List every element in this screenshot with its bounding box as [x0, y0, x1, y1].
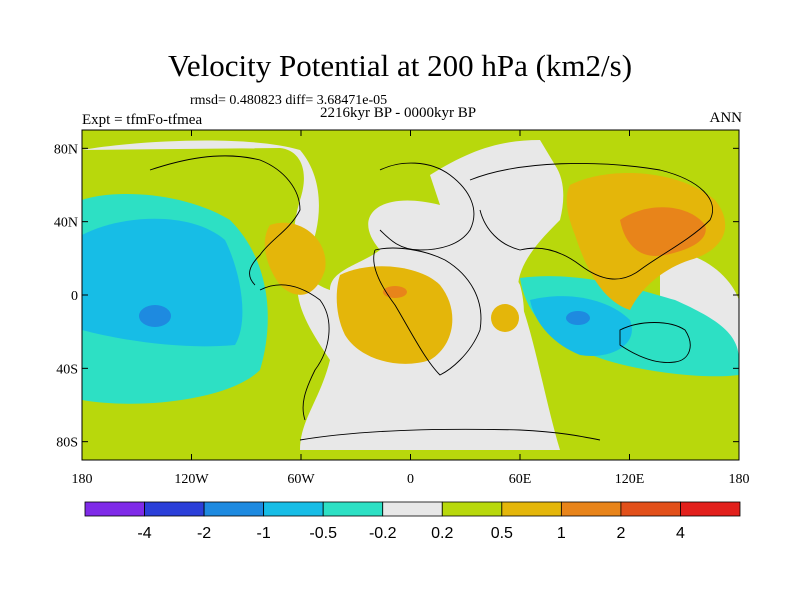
contour-neutral-africa	[440, 261, 524, 370]
period-text: 2216kyr BP - 0000kyr BP	[320, 105, 477, 121]
coast-south-america	[259, 284, 330, 421]
contour-orange-caribbean	[264, 222, 326, 295]
stats-text: rmsd= 0.480823 diff= 3.68471e-05	[190, 93, 388, 108]
colorbar-label: 4	[676, 525, 685, 542]
colorbar-segment	[560, 501, 622, 517]
contour-blue-pacific-core	[139, 305, 171, 327]
colorbar-segment	[144, 501, 205, 517]
contour-orange-atlantic	[336, 266, 453, 364]
contour-darkorange-asia	[620, 207, 706, 256]
coast-antarctica	[299, 428, 601, 441]
lat-tick-label: 40N	[54, 216, 78, 231]
colorbar-label: -0.2	[369, 525, 397, 542]
colorbar-segment	[263, 501, 324, 517]
plot-title: Velocity Potential at 200 hPa (km2/s)	[167, 48, 633, 83]
colorbar-segment	[501, 501, 562, 517]
contour-cyan-indian	[530, 296, 632, 356]
contour-orange-mozambique	[491, 304, 519, 332]
colorbar-label: 0.2	[431, 525, 453, 542]
colorbar-segment	[84, 501, 145, 517]
coast-north-america	[149, 155, 301, 286]
colorbar-label: -0.5	[309, 525, 337, 542]
lon-tick-label: 120E	[615, 472, 645, 487]
contour-cyan-pacific	[82, 218, 243, 347]
contour-darkorange-atlantic	[383, 286, 407, 298]
experiment-label: Expt = tfmFo-tfmea	[82, 112, 203, 128]
lon-tick-label: 120W	[174, 472, 209, 487]
lon-tick-label: 180	[72, 472, 93, 487]
coast-africa	[373, 247, 482, 376]
colorbar-segment	[620, 501, 681, 517]
lat-tick-label: 80S	[56, 436, 78, 451]
lat-tick-label: 80N	[54, 142, 78, 157]
colorbar-segment	[680, 501, 741, 517]
colorbar-label: 2	[616, 525, 625, 542]
lon-axis: 180 120W 60W 0 60E 120E 180	[72, 130, 750, 487]
coast-australia	[619, 322, 691, 363]
lat-axis: 80N 40N 0 40S 80S	[54, 142, 739, 451]
colorbar-segment	[382, 501, 443, 517]
coast-europe	[379, 162, 475, 251]
colorbar-label: 0.5	[491, 525, 513, 542]
contour-neutral-band	[82, 140, 564, 450]
lon-tick-label: 60W	[287, 472, 315, 487]
colorbar-segment	[203, 501, 265, 517]
colorbar-segment	[322, 501, 384, 517]
coastlines	[149, 155, 713, 441]
colorbar-label: -4	[137, 525, 151, 542]
lat-tick-label: 0	[71, 289, 78, 304]
lon-tick-label: 0	[407, 472, 414, 487]
lon-tick-label: 180	[729, 472, 750, 487]
contour-blue-indian-core	[566, 311, 590, 325]
colorbar-label: -1	[257, 525, 271, 542]
contour-field	[82, 130, 739, 460]
lat-tick-label: 40S	[56, 362, 78, 377]
lon-tick-label: 60E	[509, 472, 532, 487]
colorbar-label: -2	[197, 525, 211, 542]
colorbar-segment	[441, 501, 503, 517]
season-label: ANN	[709, 110, 743, 126]
colorbar: -4 -2 -1 -0.5 -0.2 0.2 0.5 1 2 4	[84, 501, 741, 542]
colorbar-label: 1	[557, 525, 566, 542]
coast-asia	[469, 162, 713, 280]
